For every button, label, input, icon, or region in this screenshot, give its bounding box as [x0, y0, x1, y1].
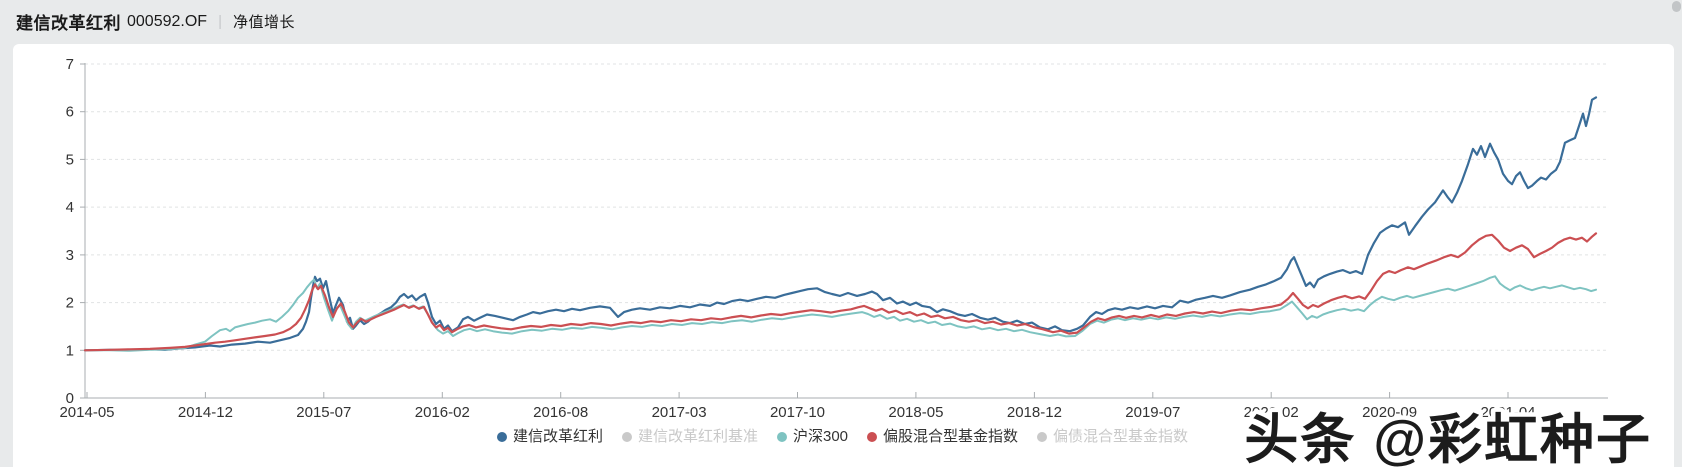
- watermark: 头条 @彩虹种子: [1244, 410, 1652, 467]
- legend-circle-icon: [867, 432, 878, 442]
- series-line: [83, 96, 1598, 352]
- y-axis-label: 4: [66, 199, 74, 216]
- x-axis-label: 2018-05: [888, 404, 943, 421]
- fund-name: 建信改革红利: [16, 14, 121, 33]
- y-axis-label: 2: [66, 295, 74, 312]
- legend-label: 建信改革红利: [512, 428, 603, 445]
- x-axis-label: 2021-04: [1480, 404, 1535, 421]
- fund-code: 000592.OF: [127, 12, 208, 30]
- legend-item[interactable]: 建信改革红利: [496, 426, 603, 448]
- x-axis-label: 2018-12: [1007, 404, 1062, 421]
- x-axis-label: 2014-12: [178, 404, 233, 421]
- legend-label: 建信改革红利基准: [637, 428, 758, 445]
- legend-item[interactable]: 偏股混合型基金指数: [867, 426, 1018, 448]
- legend-label: 偏股混合型基金指数: [883, 428, 1019, 445]
- x-axis-label: 2017-10: [770, 404, 825, 421]
- chart-legend: 建信改革红利 建信改革红利基准 沪深300 偏股混合型基金指数 偏债混合型基金指数: [85, 426, 1600, 448]
- view-title: 净值增长: [232, 14, 295, 31]
- legend-circle-icon: [776, 432, 787, 442]
- y-axis-label: 0: [66, 390, 74, 407]
- legend-circle-icon: [621, 432, 632, 442]
- x-axis-label: 2017-03: [652, 404, 707, 421]
- chart-card: [13, 44, 1674, 467]
- y-axis-label: 3: [66, 247, 74, 264]
- page-header: 建信改革红利 000592.OF | 净值增长: [0, 0, 1682, 43]
- y-axis-label: 6: [66, 104, 74, 121]
- legend-label: 沪深300: [792, 428, 849, 445]
- x-axis-label: 2020-09: [1362, 404, 1417, 421]
- series-line: [84, 275, 1597, 352]
- legend-item[interactable]: 建信改革红利基准: [621, 426, 758, 448]
- x-axis-label: 2020-02: [1244, 404, 1299, 421]
- legend-label: 偏债混合型基金指数: [1053, 428, 1189, 445]
- header-divider: |: [218, 13, 222, 30]
- y-axis-label: 5: [66, 151, 74, 168]
- x-axis-label: 2015-07: [296, 404, 351, 421]
- scrollbar-thumb[interactable]: [1672, 1, 1681, 12]
- y-axis-label: 1: [66, 342, 74, 359]
- legend-item[interactable]: 沪深300: [776, 426, 849, 448]
- legend-item[interactable]: 偏债混合型基金指数: [1037, 426, 1188, 448]
- y-axis-label: 7: [66, 56, 74, 73]
- x-axis-label: 2014-05: [59, 404, 114, 421]
- series-line: [83, 232, 1598, 352]
- x-axis-label: 2016-02: [415, 404, 470, 421]
- legend-circle-icon: [496, 432, 507, 442]
- x-axis-label: 2019-07: [1125, 404, 1180, 421]
- x-axis-label: 2016-08: [533, 404, 588, 421]
- legend-circle-icon: [1037, 432, 1048, 442]
